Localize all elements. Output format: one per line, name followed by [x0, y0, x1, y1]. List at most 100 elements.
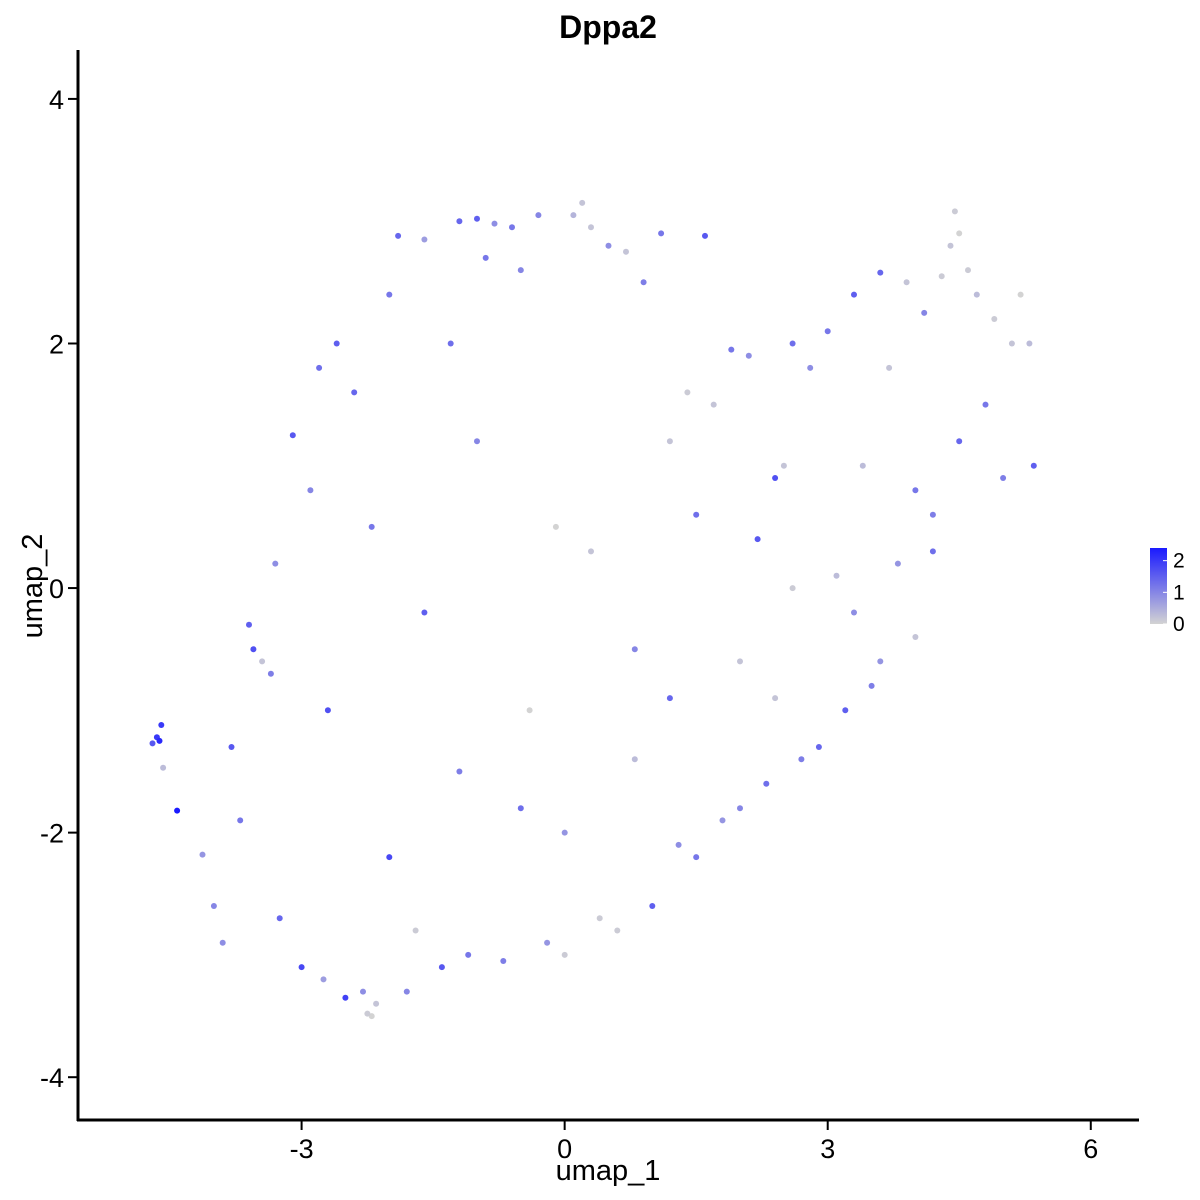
scatter-point: [1026, 340, 1033, 347]
scatter-point: [517, 805, 524, 812]
scatter-point: [921, 309, 928, 316]
scatter-point: [412, 927, 419, 934]
scatter-point: [929, 511, 936, 518]
scatter-point: [789, 340, 796, 347]
scatter-point: [956, 230, 963, 237]
scatter-point: [561, 829, 568, 836]
scatter-point: [631, 646, 638, 653]
scatter-point: [710, 401, 717, 408]
scatter-point: [482, 254, 489, 261]
scatter-point: [851, 609, 857, 616]
scatter-point: [877, 269, 884, 276]
point-layer: [149, 199, 1037, 1020]
scatter-point: [789, 585, 796, 592]
scatter-point: [465, 951, 472, 958]
x-tick-label: 3: [820, 1134, 835, 1164]
scatter-point: [447, 340, 454, 347]
scatter-point: [745, 352, 752, 359]
y-axis-ticks: -4 -2 0 2 4: [40, 85, 78, 1093]
scatter-point: [552, 523, 559, 530]
scatter-point: [1008, 340, 1015, 347]
chart-title: Dppa2: [559, 9, 657, 45]
scatter-point: [438, 964, 445, 971]
scatter-point: [149, 740, 156, 747]
scatter-point: [951, 208, 958, 215]
color-legend: 0 1 2: [1150, 548, 1185, 636]
y-tick-label: -2: [40, 819, 64, 849]
scatter-point: [386, 854, 393, 861]
scatter-point: [658, 230, 665, 237]
scatter-point: [474, 215, 480, 222]
scatter-point: [276, 915, 283, 922]
scatter-point: [259, 658, 266, 665]
scatter-point: [666, 438, 673, 445]
scatter-point: [160, 764, 167, 771]
scatter-point: [156, 737, 163, 744]
scatter-point: [903, 279, 910, 286]
scatter-point: [772, 695, 779, 702]
scatter-point: [174, 807, 181, 814]
scatter-point: [228, 744, 235, 750]
scatter-point: [307, 487, 314, 494]
scatter-point: [1017, 291, 1024, 298]
scatter-point: [666, 695, 673, 702]
scatter-point: [579, 199, 586, 206]
scatter-point: [728, 346, 735, 353]
scatter-point: [859, 462, 866, 469]
scatter-point: [868, 682, 875, 689]
scatter-point: [237, 817, 244, 824]
scatter-point: [912, 634, 919, 640]
scatter-point: [544, 939, 551, 946]
scatter-point: [956, 438, 963, 445]
scatter-point: [693, 511, 700, 518]
scatter-point: [640, 279, 647, 286]
scatter-point: [754, 536, 761, 543]
scatter-point: [833, 572, 840, 579]
scatter-point: [807, 364, 814, 371]
scatter-point: [991, 316, 998, 322]
legend-tick-label: 1: [1173, 581, 1185, 604]
scatter-point: [246, 621, 252, 628]
scatter-point: [614, 927, 621, 934]
scatter-point: [219, 939, 226, 946]
y-tick-label: -4: [40, 1063, 64, 1093]
y-tick-label: 0: [49, 574, 64, 604]
scatter-point: [158, 722, 165, 728]
scatter-point: [421, 236, 428, 243]
scatter-point: [631, 756, 638, 763]
scatter-point: [199, 851, 206, 858]
scatter-point: [886, 364, 893, 371]
scatter-point: [289, 432, 296, 439]
scatter-point: [588, 548, 594, 555]
scatter-point: [386, 291, 393, 298]
scatter-point: [929, 548, 936, 555]
scatter-point: [772, 475, 779, 481]
scatter-point: [737, 805, 743, 812]
scatter-point: [623, 248, 629, 255]
scatter-point: [316, 364, 323, 371]
scatter-point: [298, 964, 305, 971]
scatter-point: [702, 232, 708, 239]
scatter-point: [320, 976, 327, 983]
scatter-point: [763, 780, 770, 787]
scatter-point: [210, 903, 217, 909]
scatter-point: [421, 609, 428, 616]
scatter-point: [517, 267, 524, 274]
scatter-point: [373, 1000, 380, 1007]
scatter-point: [368, 523, 375, 530]
scatter-point: [250, 646, 257, 653]
scatter-point: [509, 224, 515, 231]
legend-tick-label: 0: [1173, 613, 1185, 636]
scatter-point: [894, 560, 901, 567]
scatter-point: [570, 212, 577, 219]
scatter-point: [395, 232, 402, 239]
scatter-point: [938, 273, 945, 280]
x-tick-label: 6: [1083, 1134, 1098, 1164]
scatter-point: [851, 291, 857, 298]
scatter-point: [588, 224, 594, 231]
scatter-point: [267, 670, 274, 677]
scatter-point: [982, 401, 989, 408]
scatter-point: [351, 389, 358, 396]
scatter-point: [474, 438, 480, 445]
scatter-point: [500, 958, 507, 964]
